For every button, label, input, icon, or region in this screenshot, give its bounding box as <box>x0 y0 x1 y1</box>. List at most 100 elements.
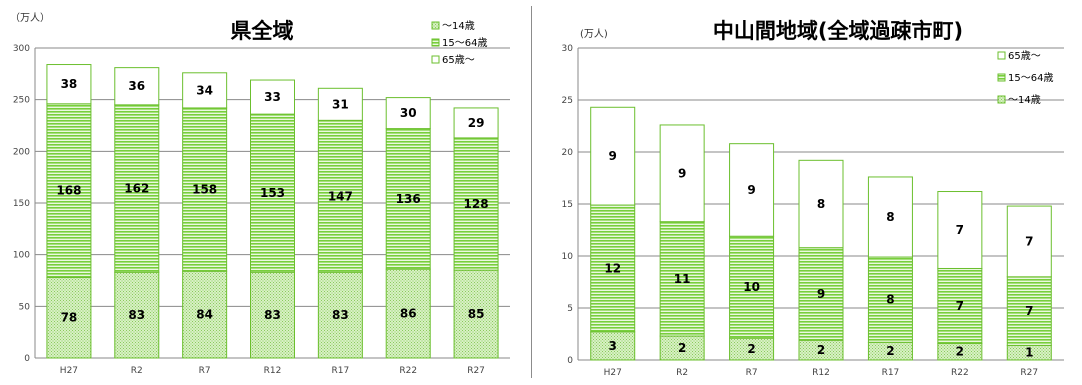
data-label: 2 <box>678 341 686 355</box>
legend-swatch <box>997 95 1006 104</box>
x-tick-label: R27 <box>467 366 485 376</box>
y-tick-label: 10 <box>562 252 574 262</box>
bar-segment <box>937 191 983 269</box>
legend-label: 15～64歳 <box>442 37 487 49</box>
bar-segment <box>1006 276 1052 346</box>
x-tick-label: R27 <box>1020 368 1038 378</box>
data-label: 136 <box>396 192 421 206</box>
bar-segment <box>798 247 844 341</box>
data-label: 84 <box>196 308 213 322</box>
data-label: 168 <box>56 184 81 198</box>
legend-swatch <box>431 21 440 30</box>
data-label: 1 <box>1025 346 1033 360</box>
x-tick-label: R17 <box>331 366 349 376</box>
data-label: 36 <box>128 79 145 93</box>
y-tick-label: 15 <box>562 200 573 210</box>
data-label: 30 <box>400 106 417 120</box>
legend-label: 15～64歳 <box>1008 72 1053 84</box>
data-label: 34 <box>196 83 213 97</box>
data-label: 9 <box>747 183 755 197</box>
data-label: 9 <box>678 166 686 180</box>
bar-segment <box>317 87 363 121</box>
bar-segment <box>867 176 913 258</box>
data-label: 31 <box>332 97 349 111</box>
data-label: 8 <box>886 210 894 224</box>
data-label: 83 <box>128 308 145 322</box>
data-label: 147 <box>328 189 353 203</box>
y-tick-label: 300 <box>13 44 30 54</box>
data-label: 85 <box>468 307 485 321</box>
data-label: 9 <box>609 149 617 163</box>
bar-segment <box>729 143 775 237</box>
bar-segment <box>114 67 160 106</box>
y-tick-label: 200 <box>13 147 30 157</box>
legend-swatch <box>431 55 440 64</box>
chart-title: 中山間地域(全域過疎市町) <box>713 19 963 43</box>
data-label: 7 <box>1025 304 1033 318</box>
data-label: 7 <box>956 223 964 237</box>
x-tick-label: R2 <box>676 368 688 378</box>
data-label: 2 <box>817 343 825 357</box>
x-tick-label: R2 <box>131 366 143 376</box>
bar-segment <box>46 103 92 278</box>
y-tick-label: 50 <box>19 302 31 312</box>
x-tick-label: R12 <box>812 368 830 378</box>
data-label: 3 <box>609 339 617 353</box>
data-label: 83 <box>332 308 349 322</box>
bar-segment <box>46 64 92 105</box>
bar-segment <box>385 97 431 130</box>
legend-label: ～14歳 <box>1008 94 1041 106</box>
data-label: 7 <box>1025 234 1033 248</box>
x-tick-label: R22 <box>951 368 969 378</box>
data-label: 128 <box>464 197 489 211</box>
x-tick-label: H27 <box>604 368 622 378</box>
legend-swatch <box>997 73 1006 82</box>
bar-segment <box>317 271 363 359</box>
x-tick-label: R7 <box>746 368 758 378</box>
y-tick-label: 25 <box>562 96 573 106</box>
data-label: 86 <box>400 307 417 321</box>
bar-segment <box>937 267 983 344</box>
data-label: 12 <box>604 261 621 275</box>
data-label: 83 <box>264 308 281 322</box>
y-tick-label: 0 <box>24 354 30 364</box>
bar-segment <box>250 79 295 115</box>
bar-segment <box>453 107 499 139</box>
data-label: 33 <box>264 90 281 104</box>
y-tick-label: 5 <box>567 304 573 314</box>
bar-segment <box>659 124 705 223</box>
data-label: 2 <box>747 342 755 356</box>
bar-segment <box>114 271 160 359</box>
y-tick-label: 150 <box>13 199 30 209</box>
chart-prefecture: 県全域 （万人） 0 50 100 150 200 250 300 78 168 38 H27 83… <box>0 0 530 385</box>
bar-segment <box>385 128 431 270</box>
x-tick-label: R17 <box>882 368 900 378</box>
y-axis-unit: （万人） <box>10 12 50 24</box>
data-label: 10 <box>743 280 760 294</box>
x-tick-label: R12 <box>264 366 282 376</box>
bar-segment <box>250 271 295 359</box>
chart-prefecture-svg: 県全域 （万人） 0 50 100 150 200 250 300 78 168 38 H27 83… <box>10 12 510 376</box>
y-tick-label: 20 <box>562 148 574 158</box>
panel-divider <box>531 6 532 378</box>
legend-label: 65歳～ <box>442 54 475 66</box>
data-label: 11 <box>674 272 691 286</box>
data-label: 9 <box>817 287 825 301</box>
x-tick-label: R22 <box>399 366 417 376</box>
data-label: 8 <box>817 197 825 211</box>
bar-segment <box>182 107 228 272</box>
bar-segment <box>453 137 499 271</box>
legend-swatch <box>431 38 440 47</box>
data-label: 7 <box>956 299 964 313</box>
bar-segment <box>867 256 913 343</box>
chart-mountain-area: 中山間地域(全域過疎市町) (万人) 0 5 10 15 20 25 30 3 12 9 H27 2… <box>536 0 1082 385</box>
data-label: 2 <box>956 345 964 359</box>
bar-segment <box>659 221 705 337</box>
bar-segment <box>590 204 636 333</box>
legend-label: ～14歳 <box>442 20 475 32</box>
data-label: 78 <box>61 311 78 325</box>
data-label: 153 <box>260 186 285 200</box>
x-tick-label: H27 <box>60 366 78 376</box>
bar-segment <box>453 269 499 359</box>
